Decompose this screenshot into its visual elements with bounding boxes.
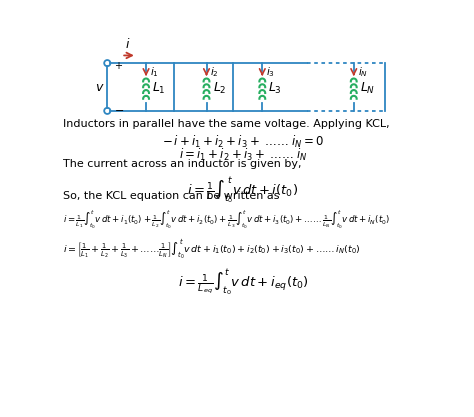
Text: $i = \frac{1}{L_1}\int_{t_0}^{t} v\,dt + i_1(t_0) + \frac{1}{L_2}\int_{t_0}^{t} : $i = \frac{1}{L_1}\int_{t_0}^{t} v\,dt +… <box>63 208 390 231</box>
Text: $+$: $+$ <box>114 60 123 71</box>
Text: $L_3$: $L_3$ <box>268 81 282 96</box>
Text: $i = \frac{1}{L_{eq}}\int_{t_0}^{t} v\, dt + i_{eq}(t_0)$: $i = \frac{1}{L_{eq}}\int_{t_0}^{t} v\, … <box>178 268 308 298</box>
Text: $i$: $i$ <box>125 37 130 51</box>
Text: $L_1$: $L_1$ <box>152 81 166 96</box>
Text: $i_1$: $i_1$ <box>150 65 159 78</box>
Text: $i = \left[\frac{1}{L_1} + \frac{1}{L_2} + \frac{1}{L_3} + \ldots\ldots\frac{1}{: $i = \left[\frac{1}{L_1} + \frac{1}{L_2}… <box>63 237 361 261</box>
Text: So, the KCL equation can be written as: So, the KCL equation can be written as <box>63 191 280 201</box>
Text: $-$: $-$ <box>114 103 124 113</box>
Text: Inductors in parallel have the same voltage. Applying KCL,: Inductors in parallel have the same volt… <box>63 118 390 128</box>
Text: $i_2$: $i_2$ <box>210 65 219 78</box>
Text: The current across an inductor is given by,: The current across an inductor is given … <box>63 158 301 168</box>
Text: $i = i_1 + i_2 + i_3 + \;\ldots\ldots\; i_N$: $i = i_1 + i_2 + i_3 + \;\ldots\ldots\; … <box>179 147 307 163</box>
Text: $L_N$: $L_N$ <box>360 81 375 96</box>
Text: $i_N$: $i_N$ <box>357 65 368 78</box>
Text: $L_2$: $L_2$ <box>212 81 226 96</box>
Text: $i = \frac{1}{L}\int_{t_0}^{\,t} v\, dt + i(t_0)$: $i = \frac{1}{L}\int_{t_0}^{\,t} v\, dt … <box>187 176 299 206</box>
Text: $v$: $v$ <box>95 80 104 93</box>
Text: $-\,i + i_1 + i_2 + i_3 + \;\ldots\ldots\; i_N = 0$: $-\,i + i_1 + i_2 + i_3 + \;\ldots\ldots… <box>162 134 324 150</box>
Text: $i_3$: $i_3$ <box>266 65 275 78</box>
